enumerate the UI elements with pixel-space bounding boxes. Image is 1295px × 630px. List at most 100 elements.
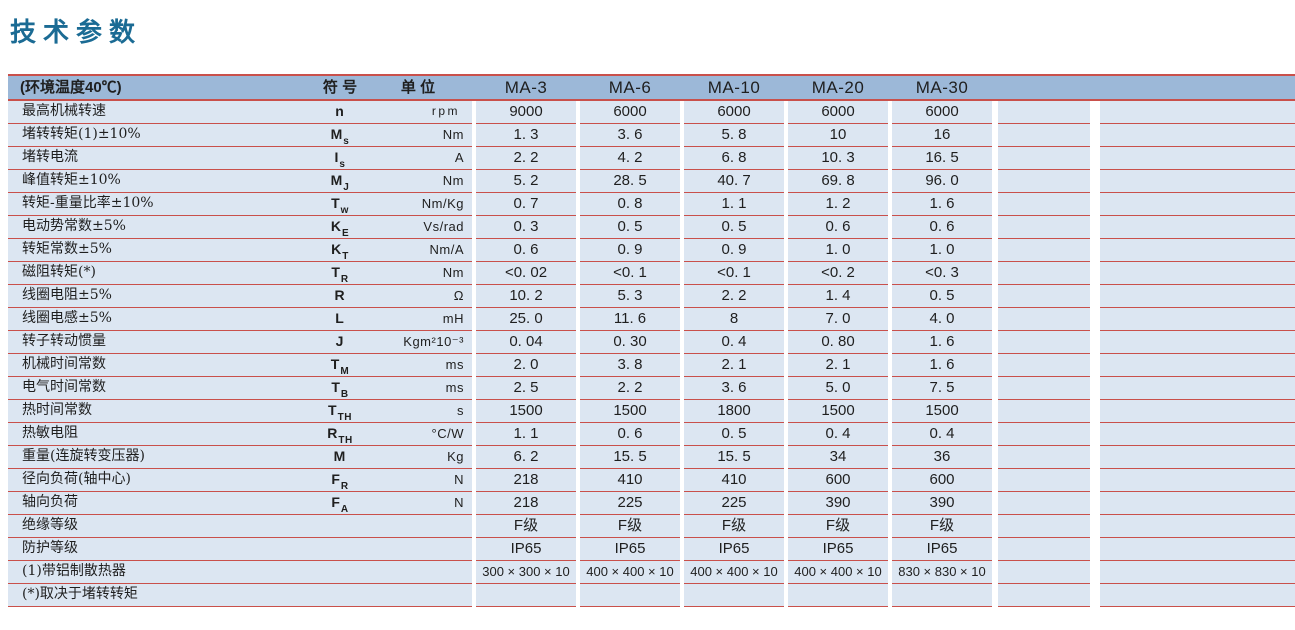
symbol-cell: TB	[331, 379, 349, 400]
unit-cell: Ω	[453, 288, 464, 303]
value-cell-ma-30: 390	[892, 492, 992, 515]
symbol-cell: M	[333, 448, 347, 464]
datasheet-page: 技术参数 (环境温度40℃) 符 号 单 位 MA-3 MA-6 MA-10 M…	[8, 17, 1295, 607]
parameter-name-cell: 堵转电流	[22, 149, 78, 165]
empty-cell	[998, 285, 1090, 308]
row-label-block: 机械时间常数 TM ms	[8, 354, 472, 377]
empty-cell	[998, 101, 1090, 124]
unit-cell: °C/W	[431, 426, 464, 441]
row-label-block: 径向负荷(轴中心) FR N	[8, 469, 472, 492]
table-body: 最高机械转速 n rpm 9000 6000 6000 6000 6000 堵转转矩(1)±10…	[8, 101, 1295, 607]
value-cell-ma-6: 410	[580, 469, 680, 492]
value-cell-ma-3: 2. 0	[476, 354, 576, 377]
value-cell-ma-3	[476, 584, 576, 607]
parameter-name-cell: 径向负荷(轴中心)	[22, 471, 131, 487]
empty-cell	[1100, 285, 1295, 308]
table-row: 最高机械转速 n rpm 9000 6000 6000 6000 6000	[8, 101, 1295, 124]
symbol-cell: R	[334, 287, 346, 303]
empty-cell	[1100, 538, 1295, 561]
value-cell-ma-30: 1. 6	[892, 354, 992, 377]
unit-cell: ms	[445, 380, 464, 395]
parameter-name-cell: 防护等级	[22, 540, 78, 556]
symbol-cell: TR	[331, 264, 349, 285]
table-row: 热时间常数 TTH s 1500 1500 1800 1500 1500	[8, 400, 1295, 423]
value-cell-ma-30: 0. 6	[892, 216, 992, 239]
unit-cell: A	[454, 150, 464, 165]
value-cell-ma-30: 830 × 830 × 10	[892, 561, 992, 584]
empty-cell	[1100, 515, 1295, 538]
value-cell-ma-30: 1500	[892, 400, 992, 423]
value-cell-ma-6: 5. 3	[580, 285, 680, 308]
symbol-cell: TM	[330, 356, 350, 377]
empty-cell	[998, 170, 1090, 193]
value-cell-ma-30: 1. 6	[892, 193, 992, 216]
empty-cell	[998, 538, 1090, 561]
page-title: 技术参数	[10, 17, 143, 47]
value-cell-ma-10: 0. 9	[684, 239, 784, 262]
unit-cell	[382, 515, 472, 537]
value-cell-ma-3: F级	[476, 515, 576, 538]
symbol-cell: FR	[331, 471, 349, 492]
value-cell-ma-3: 1. 3	[476, 124, 576, 147]
parameter-name-cell: 转矩-重量比率±10%	[22, 195, 154, 211]
symbol-cell: MJ	[330, 172, 350, 193]
row-label-block: 防护等级	[8, 538, 472, 561]
value-cell-ma-20: 0. 6	[788, 216, 888, 239]
table-row: 转子转动惯量 J Kgm²10⁻³ 0. 04 0. 30 0. 4 0. 80 1. 6	[8, 331, 1295, 354]
table-row: 峰值转矩±10% MJ Nm 5. 2 28. 5 40. 7 69. 8 96. 0	[8, 170, 1295, 193]
parameter-name-cell: 转子转动惯量	[22, 333, 106, 349]
symbol-cell: Is	[334, 149, 346, 170]
empty-cell	[998, 216, 1090, 239]
empty-cell	[1100, 446, 1295, 469]
empty-cell	[998, 400, 1090, 423]
value-cell-ma-20: 34	[788, 446, 888, 469]
value-cell-ma-20: 2. 1	[788, 354, 888, 377]
symbol-cell: n	[335, 103, 345, 119]
parameter-name-cell: 线圈电感±5%	[22, 310, 112, 326]
symbol-cell: FA	[331, 494, 349, 515]
empty-cell	[1100, 354, 1295, 377]
symbol-cell	[298, 515, 382, 537]
value-cell-ma-6: 225	[580, 492, 680, 515]
value-cell-ma-10: 0. 5	[684, 423, 784, 446]
empty-cell	[998, 584, 1090, 607]
value-cell-ma-30: 36	[892, 446, 992, 469]
row-label-block: 重量(连旋转变压器) M Kg	[8, 446, 472, 469]
value-cell-ma-10: 0. 5	[684, 216, 784, 239]
value-cell-ma-20: <0. 2	[788, 262, 888, 285]
value-cell-ma-20: 6000	[788, 101, 888, 124]
table-row: 机械时间常数 TM ms 2. 0 3. 8 2. 1 2. 1 1. 6	[8, 354, 1295, 377]
value-cell-ma-30: 16. 5	[892, 147, 992, 170]
unit-cell: rpm	[431, 104, 460, 118]
value-cell-ma-6: 15. 5	[580, 446, 680, 469]
row-label-block: 轴向负荷 FA N	[8, 492, 472, 515]
value-cell-ma-10: 400 × 400 × 10	[684, 561, 784, 584]
value-cell-ma-6: 0. 9	[580, 239, 680, 262]
value-cell-ma-6: <0. 1	[580, 262, 680, 285]
symbol-cell: KT	[331, 241, 349, 262]
value-cell-ma-20: 0. 80	[788, 331, 888, 354]
table-row: (1)带铝制散热器 300 × 300 × 10 400 × 400 × 10 400…	[8, 561, 1295, 584]
table-row: 堵转电流 Is A 2. 2 4. 2 6. 8 10. 3 16. 5	[8, 147, 1295, 170]
unit-cell: s	[457, 403, 464, 418]
unit-cell	[382, 538, 472, 560]
row-label-block: 堵转电流 Is A	[8, 147, 472, 170]
symbol-cell: Ms	[330, 126, 350, 147]
empty-cell	[998, 262, 1090, 285]
row-label-block: 热敏电阻 RTH °C/W	[8, 423, 472, 446]
parameter-name-cell: 转矩常数±5%	[22, 241, 112, 257]
empty-cell	[1100, 170, 1295, 193]
table-row: 转矩-重量比率±10% Tw Nm/Kg 0. 7 0. 8 1. 1 1. 2 1. 6	[8, 193, 1295, 216]
value-cell-ma-10: 1800	[684, 400, 784, 423]
row-label-block: 最高机械转速 n rpm	[8, 101, 472, 124]
symbol-cell: Tw	[331, 195, 349, 216]
value-cell-ma-3: 0. 3	[476, 216, 576, 239]
value-cell-ma-3: 25. 0	[476, 308, 576, 331]
parameter-name-cell: 最高机械转速	[22, 103, 106, 119]
value-cell-ma-3: 1500	[476, 400, 576, 423]
row-label-block: (*)取决于堵转转矩	[8, 584, 472, 607]
value-cell-ma-6: 2. 2	[580, 377, 680, 400]
value-cell-ma-20: 1. 0	[788, 239, 888, 262]
value-cell-ma-6	[580, 584, 680, 607]
